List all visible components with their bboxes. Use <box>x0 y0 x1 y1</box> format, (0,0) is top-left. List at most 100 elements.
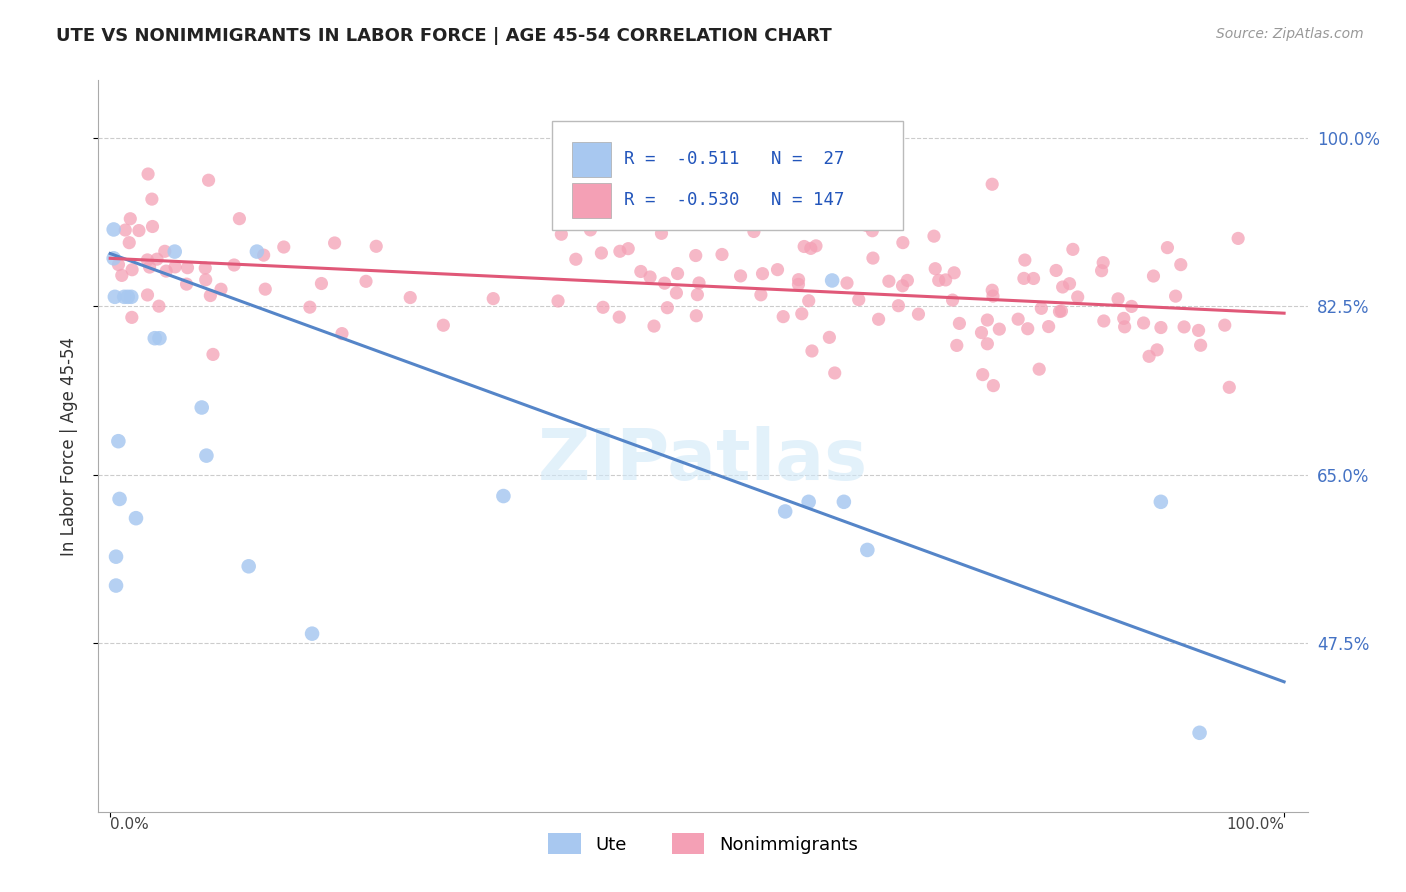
Point <box>104 290 127 304</box>
Point <box>824 366 846 380</box>
Point <box>253 248 276 262</box>
Point <box>1150 495 1173 509</box>
Point <box>787 273 810 287</box>
Point <box>1031 301 1053 316</box>
Text: R =  -0.511   N =  27: R = -0.511 N = 27 <box>624 150 845 168</box>
FancyBboxPatch shape <box>572 142 612 177</box>
Point <box>657 301 679 315</box>
Point <box>588 199 610 213</box>
Point <box>197 173 219 187</box>
Point <box>609 244 631 259</box>
Point <box>330 326 353 341</box>
Point <box>117 290 139 304</box>
Point <box>1012 271 1035 285</box>
Point <box>194 261 217 276</box>
Point <box>1049 304 1071 318</box>
Point <box>107 434 129 449</box>
Point <box>766 262 789 277</box>
Point <box>832 495 855 509</box>
Point <box>749 288 772 302</box>
Point <box>108 491 131 506</box>
Point <box>685 309 707 323</box>
Point <box>1187 323 1209 337</box>
Point <box>118 235 141 250</box>
Point <box>114 223 136 237</box>
Point <box>1038 319 1060 334</box>
Point <box>1045 263 1067 277</box>
Text: UTE VS NONIMMIGRANTS IN LABOR FORCE | AGE 45-54 CORRELATION CHART: UTE VS NONIMMIGRANTS IN LABOR FORCE | AG… <box>56 27 832 45</box>
Point <box>607 310 630 325</box>
Point <box>793 239 815 253</box>
Point <box>972 368 994 382</box>
Point <box>141 192 163 206</box>
Point <box>607 168 630 182</box>
Point <box>981 178 1004 192</box>
Point <box>617 242 640 256</box>
Point <box>1050 304 1073 318</box>
Point <box>1007 312 1029 326</box>
Point <box>747 202 769 216</box>
Point <box>190 401 212 415</box>
Text: 0.0%: 0.0% <box>110 816 149 831</box>
Text: Source: ZipAtlas.com: Source: ZipAtlas.com <box>1216 27 1364 41</box>
Point <box>1014 253 1036 268</box>
Point <box>751 267 773 281</box>
Point <box>1170 258 1192 272</box>
Point <box>1090 263 1112 277</box>
Point <box>1052 280 1074 294</box>
Point <box>176 277 198 292</box>
Point <box>630 264 652 278</box>
Point <box>711 247 734 261</box>
Point <box>1028 362 1050 376</box>
Point <box>862 251 884 265</box>
Point <box>366 239 388 253</box>
Point <box>877 274 900 288</box>
Point <box>565 252 588 267</box>
Point <box>1150 320 1173 334</box>
Point <box>638 270 661 285</box>
Text: 100.0%: 100.0% <box>1226 816 1284 831</box>
Point <box>246 244 269 259</box>
Point <box>579 223 602 237</box>
Point <box>1059 277 1081 291</box>
Point <box>143 331 166 345</box>
Point <box>103 222 125 236</box>
Point <box>1189 338 1212 352</box>
Point <box>1156 241 1178 255</box>
Text: R =  -0.530   N = 147: R = -0.530 N = 147 <box>624 191 845 210</box>
Point <box>887 299 910 313</box>
Point <box>1164 289 1187 303</box>
Point <box>855 219 877 233</box>
Point <box>148 299 170 313</box>
Point <box>922 229 945 244</box>
Point <box>1132 316 1154 330</box>
Point <box>105 549 128 564</box>
Point <box>195 449 218 463</box>
Point <box>981 283 1004 297</box>
Point <box>228 211 250 226</box>
Point <box>821 273 844 287</box>
Point <box>176 260 198 275</box>
Point <box>482 292 505 306</box>
Point <box>136 167 159 181</box>
FancyBboxPatch shape <box>572 183 612 218</box>
Point <box>666 267 689 281</box>
Point <box>1121 300 1143 314</box>
Point <box>155 264 177 278</box>
Point <box>153 244 176 259</box>
Point <box>654 276 676 290</box>
Point <box>988 322 1011 336</box>
Point <box>1173 320 1195 334</box>
Point <box>935 273 957 287</box>
Point <box>685 248 707 262</box>
Point <box>856 543 879 558</box>
Point <box>238 559 260 574</box>
Point <box>943 266 966 280</box>
Point <box>1017 322 1039 336</box>
Point <box>547 293 569 308</box>
Point <box>120 290 142 304</box>
Point <box>136 252 159 267</box>
Point <box>323 235 346 250</box>
Point <box>138 260 160 274</box>
Point <box>165 260 187 274</box>
